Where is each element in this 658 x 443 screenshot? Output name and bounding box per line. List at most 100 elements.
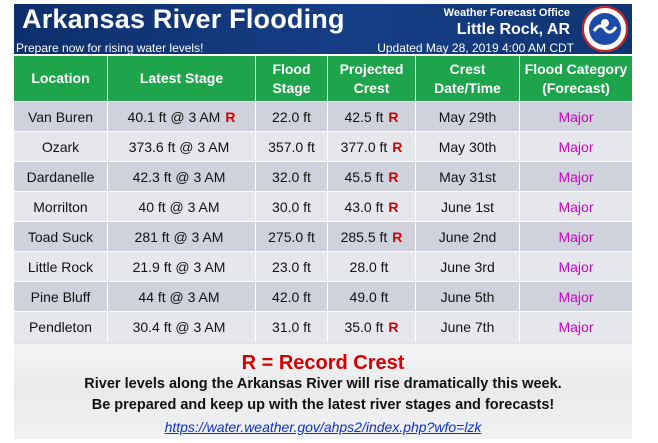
- record-marker: R: [225, 109, 236, 125]
- header-banner: Arkansas River Flooding Prepare now for …: [14, 4, 632, 54]
- location-cell: Dardanelle: [14, 162, 108, 192]
- column-header-crest-date: Crest Date/Time: [416, 56, 520, 101]
- projected-crest-cell: 42.5 ft R: [328, 102, 416, 132]
- latest-stage-value: 44 ft @ 3 AM: [138, 289, 220, 305]
- latest-stage-cell: 30.4 ft @ 3 AM: [108, 312, 256, 342]
- latest-stage-cell: 40 ft @ 3 AM: [108, 192, 256, 222]
- projected-crest-cell: 45.5 ft R: [328, 162, 416, 192]
- table-header-row: Location Latest Stage Flood Stage Projec…: [14, 56, 632, 101]
- table-row: Van Buren 40.1 ft @ 3 AM R 22.0 ft 42.5 f…: [14, 101, 632, 132]
- flood-category-cell: Major: [558, 259, 594, 275]
- record-marker: R: [388, 109, 399, 125]
- page-title: Arkansas River Flooding: [22, 4, 345, 34]
- table-row: Dardanelle 42.3 ft @ 3 AM 32.0 ft 45.5 f…: [14, 161, 632, 192]
- column-header-latest-stage: Latest Stage: [108, 56, 256, 101]
- latest-stage-value: 40.1 ft @ 3 AM: [127, 109, 221, 125]
- ahps-link[interactable]: https://water.weather.gov/ahps2/index.ph…: [164, 419, 482, 435]
- noaa-nws-logo-icon: [582, 6, 628, 52]
- flood-stage-cell: 31.0 ft: [256, 312, 328, 342]
- location-cell: Van Buren: [14, 102, 108, 132]
- flood-stage-cell: 30.0 ft: [256, 192, 328, 222]
- projected-crest-cell: 49.0 ft: [328, 282, 416, 312]
- flood-category-cell: Major: [558, 199, 594, 215]
- column-header-flood-stage: Flood Stage: [256, 56, 328, 101]
- table-row: Toad Suck 281 ft @ 3 AM 275.0 ft 285.5 f…: [14, 221, 632, 252]
- office-city: Little Rock, AR: [456, 21, 570, 38]
- column-header-location: Location: [14, 56, 108, 101]
- latest-stage-value: 281 ft @ 3 AM: [134, 229, 224, 245]
- projected-crest-value: 45.5 ft: [344, 169, 384, 185]
- projected-crest-value: 285.5 ft: [340, 229, 388, 245]
- latest-stage-value: 30.4 ft @ 3 AM: [132, 319, 226, 335]
- latest-stage-cell: 40.1 ft @ 3 AM R: [108, 102, 256, 132]
- footer-message-1: River levels along the Arkansas River wi…: [84, 376, 562, 392]
- projected-crest-value: 49.0 ft: [349, 289, 389, 305]
- table-row: Morrilton 40 ft @ 3 AM 30.0 ft 43.0 ft R …: [14, 191, 632, 222]
- location-cell: Morrilton: [14, 192, 108, 222]
- latest-stage-value: 42.3 ft @ 3 AM: [132, 169, 226, 185]
- projected-crest-value: 377.0 ft: [340, 139, 388, 155]
- projected-crest-value: 28.0 ft: [349, 259, 389, 275]
- flood-category-cell: Major: [558, 289, 594, 305]
- crest-date-cell: May 31st: [416, 162, 520, 192]
- table-row: Little Rock 21.9 ft @ 3 AM 23.0 ft 28.0 …: [14, 251, 632, 282]
- column-header-projected-crest: Projected Crest: [328, 56, 416, 101]
- record-crest-legend: R = Record Crest: [241, 352, 405, 374]
- projected-crest-cell: 43.0 ft R: [328, 192, 416, 222]
- projected-crest-cell: 285.5 ft R: [328, 222, 416, 252]
- latest-stage-cell: 42.3 ft @ 3 AM: [108, 162, 256, 192]
- flood-category-cell: Major: [558, 109, 594, 125]
- projected-crest-cell: 377.0 ft R: [328, 132, 416, 162]
- table-row: Pine Bluff 44 ft @ 3 AM 42.0 ft 49.0 ft …: [14, 281, 632, 312]
- latest-stage-value: 40 ft @ 3 AM: [138, 199, 220, 215]
- flood-stage-cell: 275.0 ft: [256, 222, 328, 252]
- flood-stage-cell: 22.0 ft: [256, 102, 328, 132]
- location-cell: Ozark: [14, 132, 108, 162]
- latest-stage-cell: 281 ft @ 3 AM: [108, 222, 256, 252]
- flood-category-cell: Major: [558, 319, 594, 335]
- latest-stage-cell: 44 ft @ 3 AM: [108, 282, 256, 312]
- record-marker: R: [392, 229, 403, 245]
- projected-crest-cell: 28.0 ft: [328, 252, 416, 282]
- table-row: Ozark 373.6 ft @ 3 AM 357.0 ft 377.0 ft R…: [14, 131, 632, 162]
- updated-timestamp: Updated May 28, 2019 4:00 AM CDT: [377, 41, 574, 54]
- flood-table: Location Latest Stage Flood Stage Projec…: [14, 56, 632, 344]
- location-cell: Little Rock: [14, 252, 108, 282]
- office-name: Weather Forecast Office: [443, 7, 570, 19]
- crest-date-cell: June 5th: [416, 282, 520, 312]
- latest-stage-cell: 21.9 ft @ 3 AM: [108, 252, 256, 282]
- flood-category-cell: Major: [558, 229, 594, 245]
- flood-stage-cell: 357.0 ft: [256, 132, 328, 162]
- footer-message-2: Be prepared and keep up with the latest …: [91, 397, 555, 413]
- flood-category-cell: Major: [558, 169, 594, 185]
- projected-crest-value: 43.0 ft: [344, 199, 384, 215]
- flood-category-cell: Major: [558, 139, 594, 155]
- record-marker: R: [388, 169, 399, 185]
- latest-stage-value: 373.6 ft @ 3 AM: [128, 139, 230, 155]
- crest-date-cell: June 7th: [416, 312, 520, 342]
- flood-stage-cell: 42.0 ft: [256, 282, 328, 312]
- flood-stage-cell: 32.0 ft: [256, 162, 328, 192]
- crest-date-cell: May 29th: [416, 102, 520, 132]
- latest-stage-cell: 373.6 ft @ 3 AM: [108, 132, 256, 162]
- projected-crest-value: 35.0 ft: [344, 319, 384, 335]
- crest-date-cell: June 2nd: [416, 222, 520, 252]
- page-subtitle: Prepare now for rising water levels!: [16, 41, 204, 54]
- projected-crest-cell: 35.0 ft R: [328, 312, 416, 342]
- crest-date-cell: May 30th: [416, 132, 520, 162]
- record-marker: R: [388, 319, 399, 335]
- location-cell: Pendleton: [14, 312, 108, 342]
- flood-stage-cell: 23.0 ft: [256, 252, 328, 282]
- record-marker: R: [388, 199, 399, 215]
- projected-crest-value: 42.5 ft: [344, 109, 384, 125]
- latest-stage-value: 21.9 ft @ 3 AM: [132, 259, 226, 275]
- location-cell: Pine Bluff: [14, 282, 108, 312]
- record-marker: R: [392, 139, 403, 155]
- crest-date-cell: June 1st: [416, 192, 520, 222]
- crest-date-cell: June 3rd: [416, 252, 520, 282]
- location-cell: Toad Suck: [14, 222, 108, 252]
- table-row: Pendleton 30.4 ft @ 3 AM 31.0 ft 35.0 ft…: [14, 311, 632, 342]
- column-header-flood-category: Flood Category (Forecast): [524, 60, 628, 96]
- footer-panel: R = Record Crest River levels along the …: [14, 344, 632, 439]
